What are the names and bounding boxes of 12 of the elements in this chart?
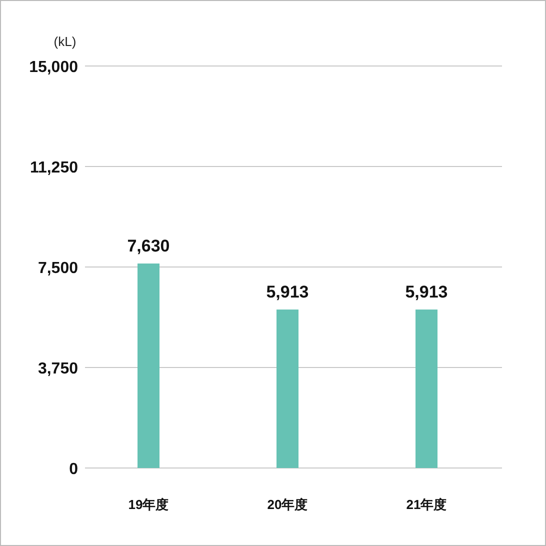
y-tick-label: 11,250 (30, 160, 78, 176)
y-tick-label: 7,500 (38, 260, 78, 277)
y-tick-label: 0 (69, 461, 78, 478)
x-tick-label: 19年度 (128, 497, 169, 512)
x-tick-label: 20年度 (267, 497, 308, 512)
y-tick-label: 15,000 (29, 59, 78, 76)
data-label: 7,630 (127, 236, 170, 256)
data-label: 5,913 (266, 282, 309, 302)
y-tick-label: 3,750 (38, 360, 78, 378)
data-label: 5,913 (405, 282, 448, 302)
y-axis-title: (kL) (54, 34, 76, 49)
x-tick-label: 21年度 (406, 497, 447, 512)
